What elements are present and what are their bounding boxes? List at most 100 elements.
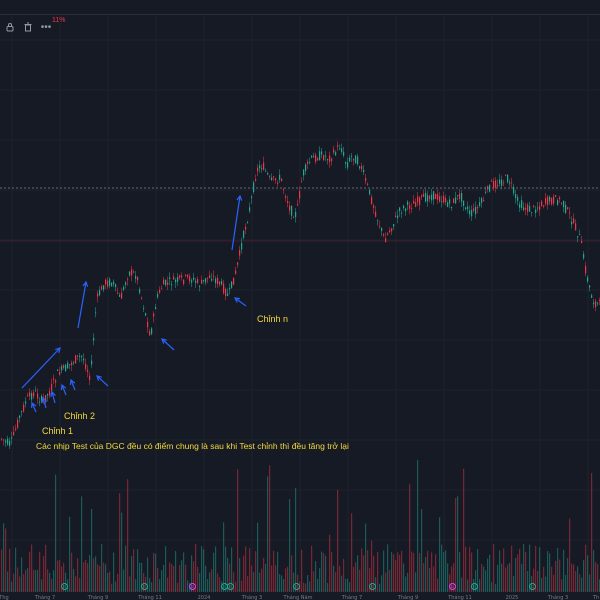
candle-body (523, 207, 525, 210)
annotation-note: Các nhịp Test của DGC đều có điểm chung … (36, 441, 349, 451)
candle-body (285, 196, 287, 198)
volume-bar (359, 569, 361, 592)
volume-bar (387, 544, 389, 592)
volume-bar (57, 560, 59, 592)
candle-body (131, 269, 133, 276)
volume-bar (229, 563, 231, 592)
candle-body (567, 207, 569, 209)
volume-bar (213, 552, 215, 592)
candle-body (349, 157, 351, 162)
volume-bar (443, 551, 445, 592)
volume-bar (3, 523, 5, 592)
candle-body (163, 279, 165, 285)
volume-bar (149, 578, 151, 592)
volume-bar (215, 546, 217, 592)
volume-bar (489, 554, 491, 592)
volume-bar (197, 566, 199, 592)
volume-bar (553, 574, 555, 592)
more-icon[interactable]: ••• (40, 22, 52, 33)
volume-bar (417, 459, 419, 592)
candle-body (437, 193, 439, 200)
volume-bar (435, 554, 437, 592)
candle-body (357, 156, 359, 165)
candle-body (327, 159, 329, 161)
candle-body (47, 393, 49, 396)
event-badge-icon[interactable]: D (448, 583, 456, 590)
volume-bar (581, 577, 583, 592)
volume-bar (413, 552, 415, 592)
volume-bar (239, 558, 241, 592)
volume-bar (525, 551, 527, 592)
volume-bar (159, 579, 161, 592)
candle-body (431, 194, 433, 201)
volume-bar (509, 562, 511, 592)
volume-bar (223, 522, 225, 592)
volume-bar (251, 565, 253, 592)
volume-bar (63, 562, 65, 592)
candle-body (457, 195, 459, 196)
volume-bar (163, 564, 165, 592)
trend-arrow (70, 379, 76, 391)
volume-bar (423, 563, 425, 592)
candle-body (289, 205, 291, 211)
event-badge-icon[interactable]: E (226, 583, 234, 590)
volume-bar (571, 563, 573, 592)
candle-body (39, 401, 41, 403)
volume-bar (585, 544, 587, 592)
candle-body (479, 202, 481, 207)
candle-body (345, 162, 347, 164)
event-badge-icon[interactable]: E (140, 583, 148, 590)
candle-body (471, 210, 473, 217)
volume-bar (425, 556, 427, 592)
volume-bar (9, 548, 11, 592)
candle-body (255, 179, 257, 181)
candle-body (323, 155, 325, 161)
candle-body (161, 288, 163, 290)
volume-bar (183, 552, 185, 592)
volume-bar (315, 561, 317, 592)
volume-bar (567, 558, 569, 592)
volume-bar (5, 528, 7, 592)
volume-bar (389, 569, 391, 592)
volume-bar (427, 550, 429, 592)
volume-bar (411, 551, 413, 592)
event-badge-icon[interactable]: D (188, 583, 196, 590)
volume-bar (243, 555, 245, 592)
volume-bar (85, 559, 87, 592)
candle-body (465, 207, 467, 210)
candle-body (591, 295, 593, 298)
percent-change: 11% (52, 17, 66, 24)
volume-bar (501, 563, 503, 592)
candle-body (213, 275, 215, 277)
volume-bar (299, 581, 301, 592)
volume-bar (107, 572, 109, 592)
volume-bar (237, 469, 239, 592)
volume-bar (267, 476, 269, 592)
volume-bar (175, 550, 177, 592)
event-badge-icon[interactable]: E (60, 583, 68, 590)
candle-body (35, 390, 37, 392)
lock-icon[interactable] (4, 22, 16, 34)
event-badge-icon[interactable]: E (368, 583, 376, 590)
candle-body (293, 217, 295, 219)
volume-bar (431, 552, 433, 592)
volume-bar (225, 546, 227, 592)
label-chinh-1: Chỉnh 1 (42, 426, 74, 436)
event-badge-icon[interactable]: E (292, 583, 300, 590)
event-badge-icon[interactable]: C (528, 583, 536, 590)
volume-bar (33, 569, 35, 592)
x-axis-label: Tháng 7 (341, 594, 362, 600)
candle-body (193, 277, 195, 280)
candle-body (365, 178, 367, 182)
candle-body (339, 148, 341, 150)
trash-icon[interactable] (22, 22, 34, 34)
candle-body (99, 290, 101, 296)
volume-bar (555, 560, 557, 592)
candle-body (123, 287, 125, 290)
candle-body (33, 392, 35, 397)
volume-bar (275, 565, 277, 592)
volume-bar (133, 549, 135, 592)
event-badge-icon[interactable]: E (470, 583, 478, 590)
